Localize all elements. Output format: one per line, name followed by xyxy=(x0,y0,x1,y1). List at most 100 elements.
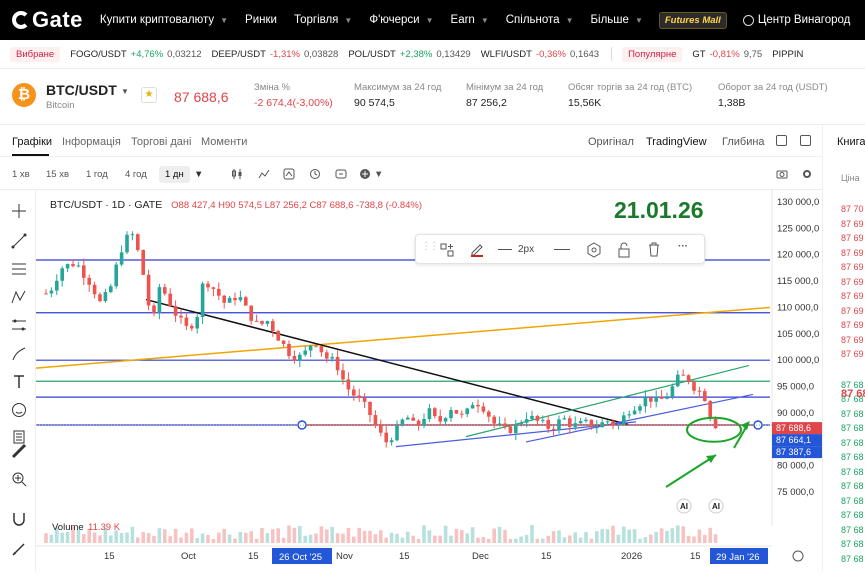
candle-body[interactable] xyxy=(152,305,156,314)
order-book-row[interactable]: 87 68 xyxy=(841,394,864,404)
drag-handle-icon[interactable]: ⋮⋮ xyxy=(421,241,439,252)
gate-logo[interactable]: Gate xyxy=(12,7,83,33)
candle-body[interactable] xyxy=(508,426,513,433)
candle-body[interactable] xyxy=(357,395,361,398)
order-book-row[interactable]: 87 69 xyxy=(841,334,864,345)
magnet-icon[interactable] xyxy=(10,510,28,528)
candle-body[interactable] xyxy=(114,264,118,287)
order-book-row[interactable]: 87 69 xyxy=(841,247,864,258)
chevron-down-icon[interactable]: ▼ xyxy=(121,87,129,96)
interval-15m[interactable]: 15 хв xyxy=(46,169,70,180)
view-original[interactable]: Оригінал xyxy=(588,136,634,148)
candle-body[interactable] xyxy=(400,419,405,426)
candle-body[interactable] xyxy=(173,306,178,316)
candle-body[interactable] xyxy=(600,422,604,428)
order-book-row[interactable]: 87 69 xyxy=(841,233,864,243)
candle-body[interactable] xyxy=(55,280,59,291)
candle-body[interactable] xyxy=(514,424,518,433)
candle-body[interactable] xyxy=(492,416,496,424)
ruler-icon[interactable] xyxy=(10,442,28,460)
ticker-item[interactable]: WLFI/USDT -0,36% 0,1643 xyxy=(481,49,599,60)
order-book-row[interactable]: 87 68 xyxy=(841,553,864,564)
nav-item-0[interactable]: Купити криптовалюту ▼ xyxy=(100,14,228,26)
candle-body[interactable] xyxy=(60,268,64,281)
candle-body[interactable] xyxy=(530,415,534,420)
candle-body[interactable] xyxy=(292,355,297,361)
candle-body[interactable] xyxy=(130,234,135,236)
expand-icon[interactable] xyxy=(800,135,811,146)
candle-body[interactable] xyxy=(465,408,469,415)
interval-1h[interactable]: 1 год xyxy=(86,169,108,180)
candle-body[interactable] xyxy=(454,410,459,414)
orange-trend-line[interactable] xyxy=(35,306,771,369)
channel-line[interactable] xyxy=(525,393,754,443)
candle-body[interactable] xyxy=(308,345,313,351)
ticker-item[interactable]: POL/USDT +2,38% 0,13429 xyxy=(348,49,470,60)
rewards-center-link[interactable]: Центр Винагород xyxy=(742,14,850,26)
candle-body[interactable] xyxy=(217,288,221,296)
candle-body[interactable] xyxy=(249,305,253,321)
candle-body[interactable] xyxy=(573,423,577,427)
nav-item-4[interactable]: Earn ▼ xyxy=(451,14,489,26)
candle-body[interactable] xyxy=(681,374,685,376)
candle-body[interactable] xyxy=(643,397,648,407)
candle-body[interactable] xyxy=(697,390,702,392)
grid-icon[interactable] xyxy=(776,135,787,146)
candle-body[interactable] xyxy=(632,410,637,415)
ticker-item[interactable]: FOGO/USDT +4,76% 0,03212 xyxy=(70,49,201,60)
interval-1m[interactable]: 1 хв xyxy=(12,169,30,180)
candle-body[interactable] xyxy=(562,418,567,420)
ai-badge[interactable] xyxy=(676,498,692,514)
candle-body[interactable] xyxy=(244,297,248,306)
candle-body[interactable] xyxy=(330,356,334,359)
view-tradingview[interactable]: TradingView xyxy=(646,136,707,148)
nav-item-1[interactable]: Ринки xyxy=(245,14,277,26)
stroke-width-label[interactable]: 2px xyxy=(518,244,535,255)
drawing-float-toolbar[interactable]: ⋮⋮ 2px ··· xyxy=(415,234,705,264)
order-book-row[interactable]: 87 68 xyxy=(841,495,864,506)
order-book-row[interactable]: 87 68 xyxy=(841,524,864,535)
lock-icon[interactable] xyxy=(617,242,631,258)
candle-body[interactable] xyxy=(200,283,205,318)
order-book-row[interactable]: 87 68 xyxy=(841,481,864,491)
candle-body[interactable] xyxy=(470,404,475,409)
candle-body[interactable] xyxy=(119,252,124,265)
trend-line-icon[interactable] xyxy=(10,232,28,250)
candle-body[interactable] xyxy=(65,264,70,269)
candle-body[interactable] xyxy=(389,440,394,443)
candle-body[interactable] xyxy=(584,419,588,422)
order-book-row[interactable]: 87 69 xyxy=(841,305,864,316)
candle-body[interactable] xyxy=(676,374,680,387)
candle-body[interactable] xyxy=(379,425,383,433)
candle-body[interactable] xyxy=(335,356,340,371)
tab-info[interactable]: Інформація xyxy=(62,136,121,148)
candle-body[interactable] xyxy=(341,370,345,380)
candle-body[interactable] xyxy=(481,406,486,412)
nav-item-5[interactable]: Спільнота ▼ xyxy=(506,14,574,26)
candle-body[interactable] xyxy=(449,410,453,419)
black-trend-line[interactable] xyxy=(145,298,629,426)
candle-body[interactable] xyxy=(136,234,140,251)
pattern-icon[interactable] xyxy=(10,288,28,306)
nav-item-2[interactable]: Торгівля ▼ xyxy=(294,14,352,26)
candle-body[interactable] xyxy=(627,414,631,416)
candle-body[interactable] xyxy=(92,284,97,295)
favorite-star-icon[interactable]: ★ xyxy=(141,87,157,103)
candle-body[interactable] xyxy=(578,421,583,424)
order-book-row[interactable]: 87 68 xyxy=(841,408,864,419)
candles-icon[interactable] xyxy=(231,168,243,180)
candle-body[interactable] xyxy=(227,297,232,303)
view-depth[interactable]: Глибина xyxy=(722,136,765,148)
candle-body[interactable] xyxy=(524,419,529,423)
line-handle[interactable] xyxy=(297,420,307,430)
candle-body[interactable] xyxy=(238,297,243,301)
candle-body[interactable] xyxy=(384,432,388,443)
alert-icon[interactable] xyxy=(335,168,347,180)
candle-body[interactable] xyxy=(476,404,480,407)
order-book-row[interactable]: 87 69 xyxy=(841,291,864,301)
candle-body[interactable] xyxy=(195,317,199,329)
candle-body[interactable] xyxy=(352,389,356,396)
line-style-icon[interactable] xyxy=(498,249,512,250)
indicators-icon[interactable] xyxy=(258,168,270,180)
candle-body[interactable] xyxy=(303,350,307,355)
